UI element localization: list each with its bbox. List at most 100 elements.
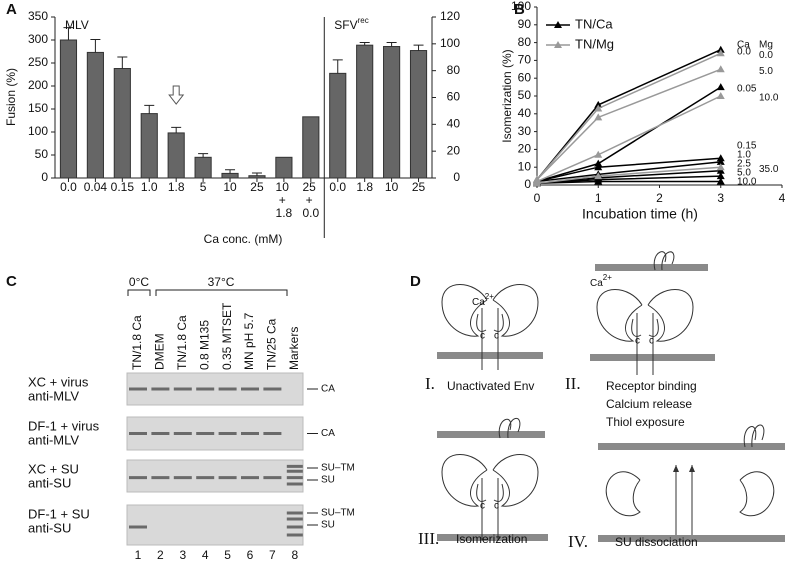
y-tick-label: 20 <box>518 142 532 156</box>
series-label: 0.05 <box>737 84 757 95</box>
legend-label: TN/Mg <box>575 36 614 51</box>
receptor <box>498 417 521 439</box>
x-tick-label: 0.15 <box>111 180 135 194</box>
lane-label: TN/25 Ca <box>265 318 279 370</box>
bar <box>221 172 239 179</box>
panel-letter: C <box>6 273 17 290</box>
panel-letter: A <box>6 1 17 18</box>
su <box>605 471 775 517</box>
annotation: MLV <box>65 18 89 32</box>
step-label: Isomerization <box>456 532 527 546</box>
x-tick-label: 0.04 <box>84 180 108 194</box>
receptor <box>743 424 765 448</box>
x-tick-label: 10 + 1.8 <box>276 180 293 220</box>
lane-label: TN/1.8 Ca <box>130 315 144 370</box>
marker <box>594 150 603 158</box>
y-tick-label: 100 <box>28 124 48 138</box>
marker <box>594 172 603 180</box>
row-label: anti-MLV <box>28 388 79 403</box>
y-tick-label: 60 <box>518 70 532 84</box>
bar <box>302 116 320 179</box>
lane-number: 6 <box>247 548 254 562</box>
lane-number: 8 <box>291 548 298 562</box>
y-tick-label: 100 <box>511 0 531 13</box>
x-tick-label: 25 + 0.0 <box>302 180 319 220</box>
gel-strip <box>126 504 304 546</box>
marker <box>716 65 725 73</box>
marker <box>716 92 725 99</box>
series-label: 5.0 <box>759 66 773 77</box>
ion-label: Ca2+ <box>590 273 612 289</box>
panel-letter: B <box>514 1 525 18</box>
marker <box>716 49 725 57</box>
x-tick-label: 5 <box>200 180 207 194</box>
bar <box>140 113 158 179</box>
x-tick-label: 0 <box>534 191 541 205</box>
series-label: 0.15 <box>737 141 757 152</box>
row-label: anti-SU <box>28 475 71 490</box>
x-tick-label: 10 <box>223 180 237 194</box>
y-tick-label: 10 <box>518 159 532 173</box>
band-label: SU <box>321 520 335 531</box>
series-label: 0.0 <box>759 50 773 61</box>
step-label: SU dissociation <box>615 535 698 549</box>
x-tick-label: 0.0 <box>60 180 77 194</box>
column-header: Mg <box>759 40 773 51</box>
step-numeral: I. <box>425 374 435 393</box>
lane-label: DMEM <box>153 333 167 370</box>
y-tick-label: 50 <box>518 88 532 102</box>
marker <box>594 163 603 171</box>
bar <box>383 46 401 179</box>
error-bar <box>332 59 343 74</box>
band-label: SU–TM <box>321 508 355 519</box>
env-trimer <box>596 289 694 376</box>
marker <box>594 100 603 108</box>
x-tick-label: 1.0 <box>141 180 158 194</box>
membrane <box>437 534 548 541</box>
row-label: DF-1 + virus <box>28 418 100 433</box>
x-tick-label: 4 <box>779 191 786 205</box>
y2-tick-label: 0 <box>453 170 460 184</box>
bar <box>329 72 347 179</box>
annotation: SFVrec <box>334 16 368 32</box>
y-tick-label: 200 <box>28 78 48 92</box>
x-axis-label: Ca conc. (mM) <box>204 232 283 246</box>
y-tick-label: 350 <box>28 9 48 23</box>
error-bar <box>144 104 155 114</box>
band-label: SU <box>321 475 335 486</box>
marker <box>594 177 603 185</box>
y-tick-label: 70 <box>518 53 532 67</box>
error-bar <box>117 56 128 69</box>
step-label: Thiol exposure <box>606 415 685 429</box>
row-label: anti-MLV <box>28 432 79 447</box>
marker <box>594 113 603 121</box>
marker <box>716 163 725 171</box>
membrane <box>595 264 708 271</box>
lane-label: MN pH 5.7 <box>242 312 256 370</box>
step-label: Unactivated Env <box>447 379 534 393</box>
row-label: anti-SU <box>28 520 71 535</box>
y-tick-label: 30 <box>518 124 532 138</box>
y-tick-label: 150 <box>28 101 48 115</box>
bracket <box>127 289 288 296</box>
y-axis-label: Fusion (%) <box>4 68 18 126</box>
lane-number: 4 <box>202 548 209 562</box>
axis <box>54 17 433 179</box>
lane-label: Markers <box>287 327 301 370</box>
x-tick-label: 25 <box>250 180 264 194</box>
panel-letter: D <box>410 273 421 290</box>
error-bar <box>251 172 262 176</box>
bar <box>356 44 374 179</box>
membrane <box>598 443 785 450</box>
receptor <box>653 251 675 271</box>
membrane <box>598 535 785 542</box>
series-label: 10.0 <box>737 177 757 188</box>
marker <box>594 159 603 167</box>
error-bar <box>63 27 74 40</box>
marker <box>716 45 725 53</box>
x-tick-label: 1.8 <box>168 180 185 194</box>
bar <box>194 156 212 179</box>
y-tick-label: 50 <box>35 147 49 161</box>
y-tick-label: 300 <box>28 32 48 46</box>
gel-strip <box>126 459 304 493</box>
